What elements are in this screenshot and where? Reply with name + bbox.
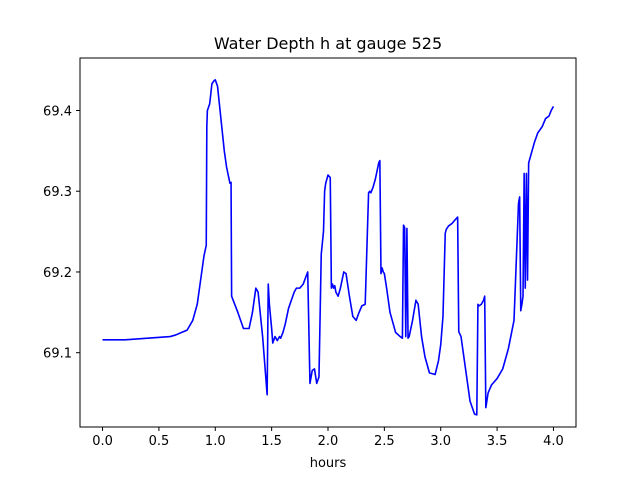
x-tick-label: 2.0 — [318, 434, 339, 449]
x-axis: 0.0 0.5 1.0 1.5 2.0 2.5 3.0 3.5 4.0 — [92, 427, 564, 449]
x-tick-label: 3.5 — [487, 434, 508, 449]
x-tick-label: 1.5 — [261, 434, 282, 449]
y-tick-label: 69.4 — [43, 104, 72, 119]
y-tick-label: 69.3 — [43, 185, 72, 200]
x-axis-label: hours — [310, 456, 347, 471]
x-tick-label: 0.5 — [149, 434, 170, 449]
chart-title: Water Depth h at gauge 525 — [214, 34, 442, 53]
x-tick-label: 2.5 — [374, 434, 395, 449]
y-tick-label: 69.1 — [43, 347, 72, 362]
x-tick-label: 3.0 — [430, 434, 451, 449]
x-tick-label: 4.0 — [543, 434, 564, 449]
y-axis: 69.1 69.2 69.3 69.4 — [43, 104, 80, 362]
x-tick-label: 0.0 — [92, 434, 113, 449]
y-tick-label: 69.2 — [43, 266, 72, 281]
series-line-0 — [102, 79, 555, 416]
x-tick-label: 1.0 — [205, 434, 226, 449]
